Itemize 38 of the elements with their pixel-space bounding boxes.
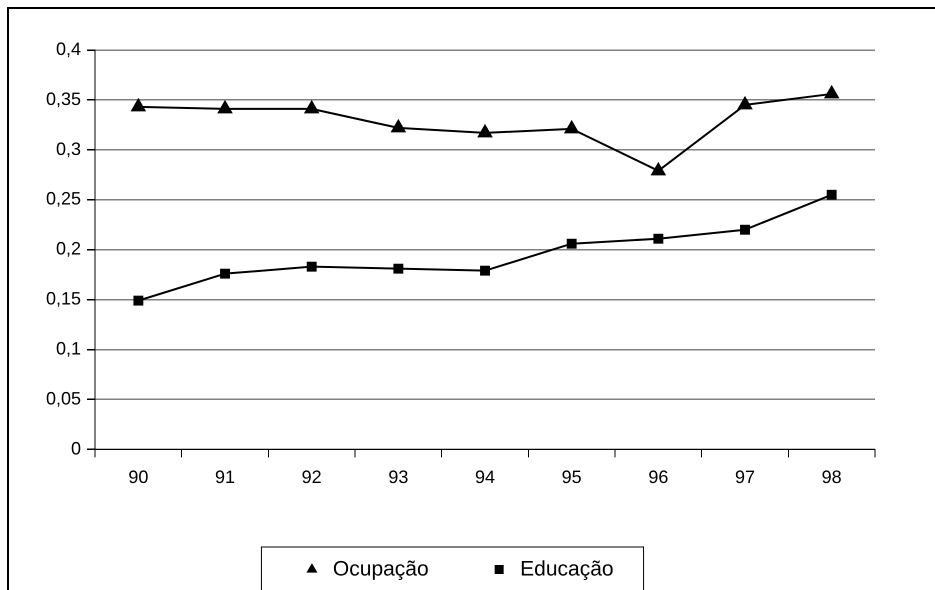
- x-tick-label: 90: [128, 467, 148, 488]
- y-tick-label: 0,2: [56, 238, 82, 259]
- point: [477, 124, 493, 138]
- y-tick-label: 0,3: [56, 138, 82, 159]
- point: [130, 98, 146, 112]
- y-tick-label: 0,05: [46, 388, 82, 408]
- point: [393, 264, 404, 274]
- point: [220, 268, 230, 279]
- y-tick-label: 0,25: [46, 188, 82, 209]
- point: [306, 262, 317, 272]
- point: [390, 118, 406, 132]
- y-tick-label: 0,4: [56, 38, 82, 59]
- y-tick-label: 0,35: [46, 88, 82, 109]
- x-tick-label: 93: [388, 467, 408, 488]
- point: [480, 266, 490, 276]
- point: [566, 238, 577, 249]
- x-tick-label: 95: [562, 467, 582, 488]
- x-tick-label: 91: [215, 467, 236, 488]
- y-tick-label: 0: [71, 438, 82, 458]
- point: [826, 190, 837, 200]
- y-tick-label: 0,1: [56, 338, 82, 359]
- point: [824, 84, 840, 98]
- x-tick-label: 94: [475, 467, 496, 488]
- x-tick-label: 92: [302, 467, 322, 488]
- point: [133, 296, 144, 306]
- legend-label: Educação: [520, 557, 614, 580]
- point: [304, 100, 320, 114]
- point: [564, 120, 580, 134]
- point: [653, 234, 664, 244]
- point: [740, 224, 750, 235]
- point: [737, 96, 753, 110]
- x-tick-label: 97: [734, 467, 756, 488]
- legend-label: Ocupação: [332, 557, 429, 580]
- point: [217, 100, 233, 114]
- point: [650, 162, 666, 176]
- x-tick-label: 98: [822, 467, 842, 488]
- x-tick-label: 96: [648, 467, 668, 488]
- y-tick-label: 0,15: [46, 288, 82, 309]
